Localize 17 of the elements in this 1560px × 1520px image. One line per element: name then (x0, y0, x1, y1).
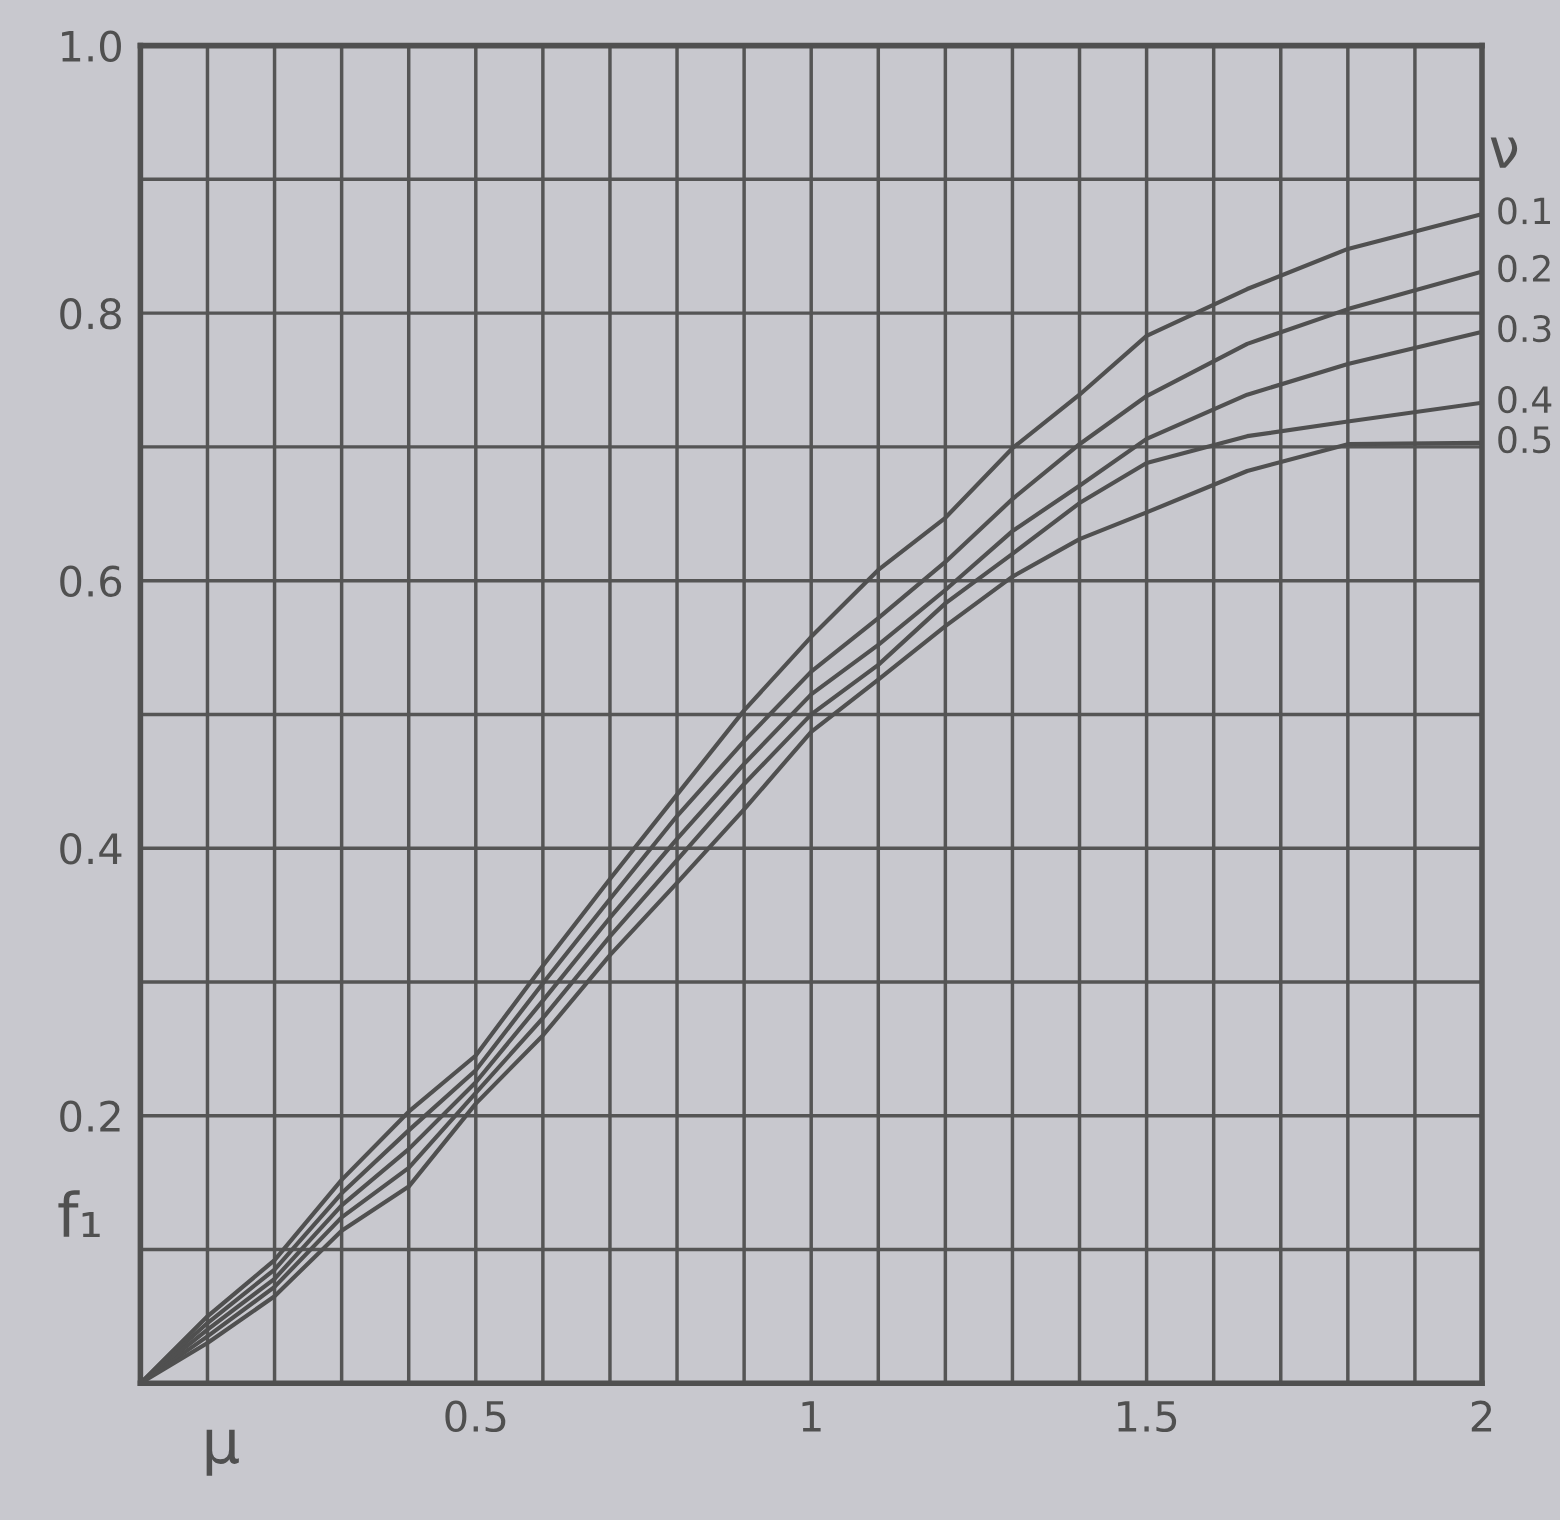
x-tick-label: 1.5 (1118, 1401, 1177, 1433)
series-label: 0.2 (1498, 254, 1550, 283)
x-tick-label: 0.5 (445, 1400, 506, 1433)
x-tick-label: 2 (1471, 1400, 1492, 1432)
series-label: 0.1 (1498, 197, 1550, 225)
y-tick-label: 0.8 (60, 298, 121, 330)
series-label: 0.5 (1498, 426, 1551, 454)
x-tick-label: 1 (802, 1401, 821, 1432)
series-label: 0.3 (1498, 315, 1551, 343)
series-label: 0.4 (1498, 385, 1552, 414)
y-tick-label: 0.6 (60, 565, 122, 598)
legend-title: ν (1490, 137, 1518, 168)
x-axis-title: μ (206, 1429, 239, 1476)
y-axis-title: f₁ (58, 1190, 100, 1237)
y-tick-label: 0.4 (60, 833, 122, 865)
y-tick-label: 0.2 (60, 1100, 120, 1133)
y-tick-label: 1.0 (62, 30, 121, 63)
